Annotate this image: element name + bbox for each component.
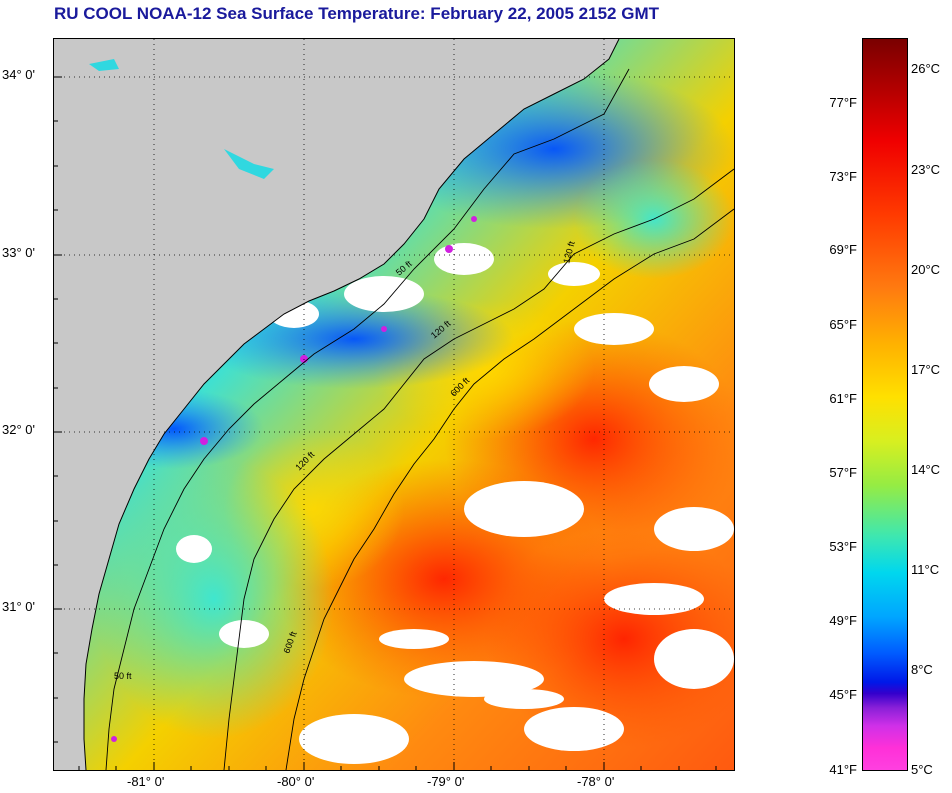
colorbar-fahrenheit-label: 61°F — [829, 391, 857, 406]
colorbar-fahrenheit-label: 73°F — [829, 169, 857, 184]
isobath-50ft — [105, 68, 630, 770]
colorbar-celsius-label: 23°C — [911, 162, 941, 177]
colorbar-fahrenheit-label: 57°F — [829, 465, 857, 480]
colorbar-fahrenheit-label: 69°F — [829, 242, 857, 257]
isobath-120ft — [223, 168, 734, 770]
graticule — [54, 39, 734, 770]
temperature-colorbar — [862, 38, 908, 771]
sst-map: 50 ft 120 ft 600 ft 120 ft 600 ft 50 ft … — [53, 38, 735, 771]
colorbar-celsius-label: 26°C — [911, 61, 941, 76]
colorbar-celsius-label: 17°C — [911, 362, 941, 377]
longitude-label: -81° 0' — [127, 774, 165, 789]
isobath-600ft — [285, 208, 734, 770]
longitude-label: -79° 0' — [427, 774, 465, 789]
map-title: RU COOL NOAA-12 Sea Surface Temperature:… — [54, 4, 659, 23]
cool-water-patch — [94, 459, 334, 739]
latitude-label: 32° 0' — [2, 422, 35, 437]
colorbar-fahrenheit-label: 41°F — [829, 762, 857, 777]
longitude-label: -78° 0' — [577, 774, 615, 789]
latitude-label: 34° 0' — [2, 67, 35, 82]
colorbar-fahrenheit-label: 49°F — [829, 613, 857, 628]
cloud-mask — [176, 187, 734, 764]
coastline — [83, 39, 620, 770]
colorbar-celsius-label: 5°C — [911, 762, 933, 777]
colorbar-fahrenheit-label: 65°F — [829, 317, 857, 332]
colorbar-fahrenheit-label: 53°F — [829, 539, 857, 554]
nearshore-patch — [224, 149, 274, 179]
sst-map-image: 50 ft 120 ft 600 ft 120 ft 600 ft 50 ft … — [54, 39, 734, 770]
nearshore-patch — [89, 59, 119, 71]
colorbar-fahrenheit-label: 45°F — [829, 687, 857, 702]
colorbar-celsius-label: 20°C — [911, 262, 941, 277]
land-mass — [54, 39, 619, 770]
axis-ticks — [54, 76, 717, 770]
latitude-label: 31° 0' — [2, 599, 35, 614]
latitude-label: 33° 0' — [2, 245, 35, 260]
colorbar-celsius-label: 11°C — [911, 562, 940, 577]
isobath-label: 50 ft — [114, 671, 132, 681]
longitude-label: -80° 0' — [277, 774, 315, 789]
colorbar-celsius-label: 8°C — [911, 662, 933, 677]
colorbar-celsius-label: 14°C — [911, 462, 941, 477]
colorbar-fahrenheit-label: 77°F — [829, 95, 857, 110]
